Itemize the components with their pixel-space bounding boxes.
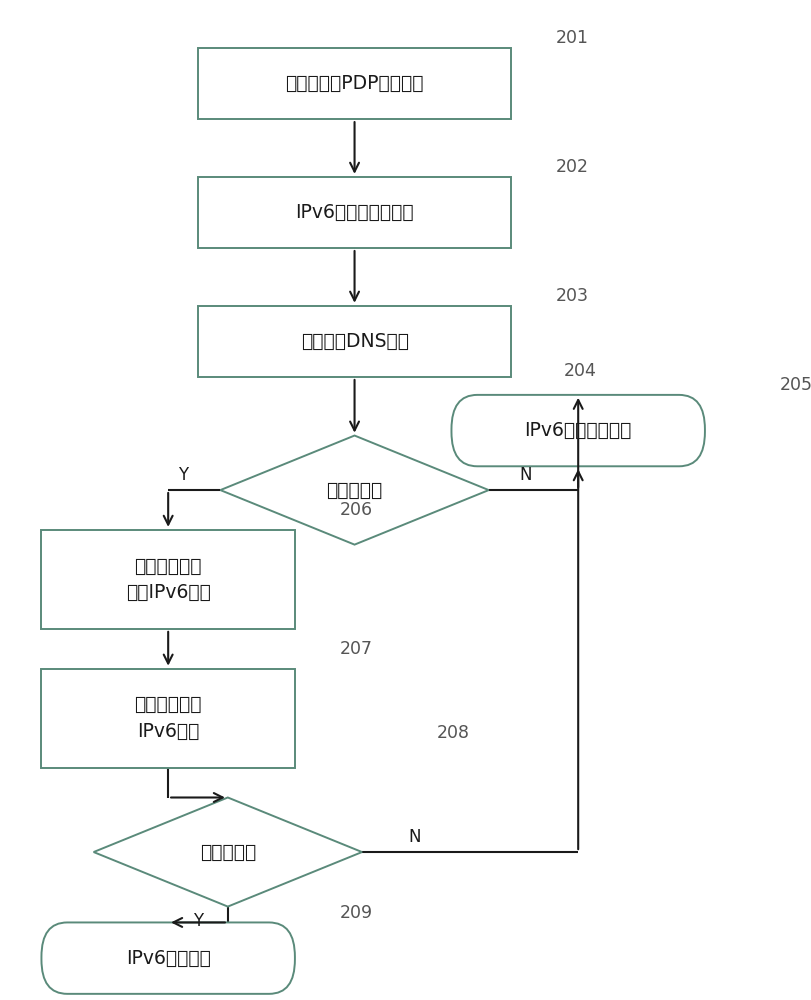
Text: N: N (519, 466, 531, 484)
Text: Y: Y (193, 912, 203, 930)
Text: 主机静态配置
IPv6地址: 主机静态配置 IPv6地址 (135, 695, 202, 741)
Text: 206: 206 (339, 501, 372, 519)
FancyBboxPatch shape (451, 395, 704, 466)
FancyBboxPatch shape (198, 48, 510, 119)
Text: 主机获取DNS地址: 主机获取DNS地址 (300, 332, 408, 351)
Text: Y: Y (178, 466, 188, 484)
Text: IPv6连接异常: IPv6连接异常 (126, 949, 210, 968)
FancyBboxPatch shape (41, 669, 294, 768)
Text: 207: 207 (339, 640, 372, 658)
Text: 是否超时？: 是否超时？ (326, 481, 382, 500)
Text: IPv6地址协商完成: IPv6地址协商完成 (524, 421, 631, 440)
Text: 209: 209 (339, 904, 372, 922)
Polygon shape (220, 436, 488, 545)
Polygon shape (93, 798, 362, 907)
Text: 是否超时？: 是否超时？ (200, 843, 255, 862)
FancyBboxPatch shape (41, 530, 294, 629)
Text: 201: 201 (556, 29, 588, 47)
FancyBboxPatch shape (198, 177, 510, 248)
Text: 202: 202 (556, 158, 588, 176)
Text: 204: 204 (563, 362, 595, 380)
Text: 数据卡完成PDP激活过程: 数据卡完成PDP激活过程 (285, 74, 423, 93)
FancyBboxPatch shape (198, 306, 510, 377)
Text: 208: 208 (436, 724, 469, 742)
Text: N: N (407, 828, 420, 846)
Text: 主机删除已配
置的IPv6地址: 主机删除已配 置的IPv6地址 (126, 557, 210, 602)
Text: 205: 205 (779, 376, 811, 394)
Text: IPv6无状态自动配置: IPv6无状态自动配置 (295, 203, 414, 222)
FancyBboxPatch shape (41, 922, 294, 994)
Text: 203: 203 (556, 287, 588, 305)
